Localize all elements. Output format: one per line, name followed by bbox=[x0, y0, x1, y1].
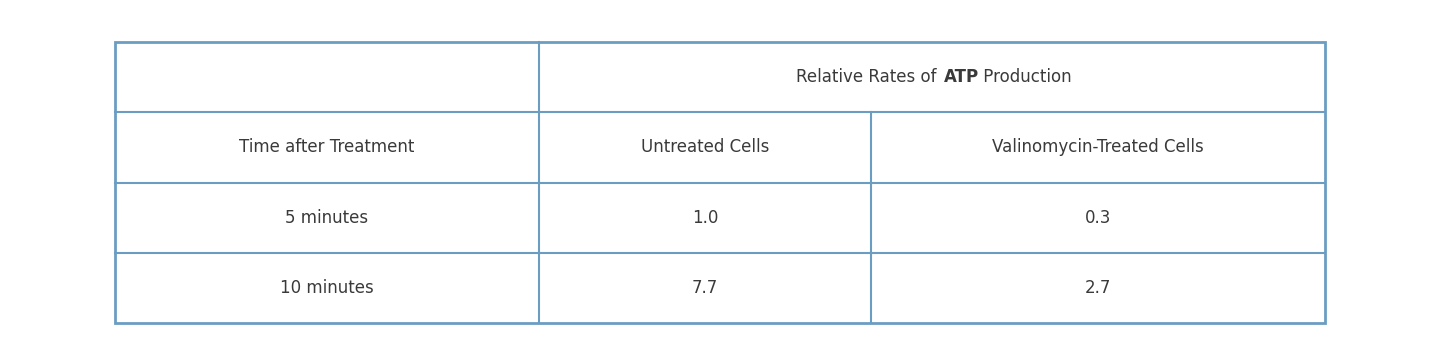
Text: 10 minutes: 10 minutes bbox=[279, 279, 374, 297]
Text: 1.0: 1.0 bbox=[691, 208, 719, 227]
Text: 5 minutes: 5 minutes bbox=[285, 208, 369, 227]
FancyBboxPatch shape bbox=[115, 42, 1325, 323]
Text: 0.3: 0.3 bbox=[1084, 208, 1112, 227]
Text: Relative Rates of: Relative Rates of bbox=[796, 68, 942, 86]
Text: Time after Treatment: Time after Treatment bbox=[239, 138, 415, 157]
Text: ATP: ATP bbox=[945, 68, 979, 86]
Text: 7.7: 7.7 bbox=[691, 279, 719, 297]
Text: Valinomycin-Treated Cells: Valinomycin-Treated Cells bbox=[992, 138, 1204, 157]
Text: 2.7: 2.7 bbox=[1084, 279, 1112, 297]
Text: Production: Production bbox=[978, 68, 1071, 86]
Text: Untreated Cells: Untreated Cells bbox=[641, 138, 769, 157]
